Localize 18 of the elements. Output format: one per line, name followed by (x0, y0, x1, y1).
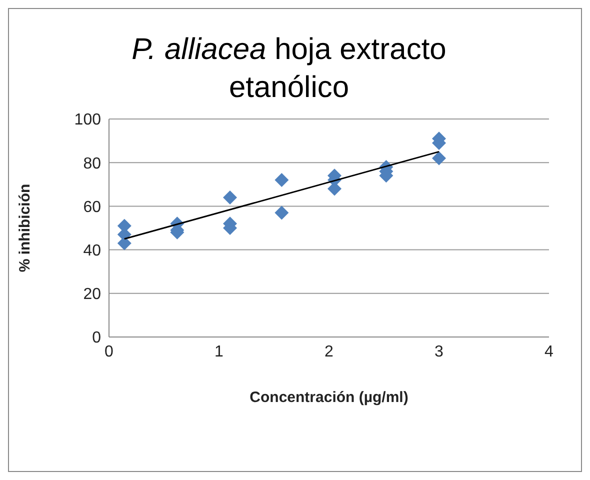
y-axis-title: % inhibición (16, 184, 34, 272)
x-axis-title: Concentración (µg/ml) (250, 389, 408, 406)
y-tick-label: 80 (83, 155, 102, 172)
x-tick-label: 1 (214, 343, 224, 360)
y-tick-label: 60 (83, 198, 102, 216)
x-tick-label: 3 (434, 343, 444, 360)
x-tick-label: 4 (544, 343, 554, 360)
chart-title: P. alliacea hoja extracto etanólico (132, 33, 446, 104)
point (274, 206, 289, 220)
y-tick-label: 20 (83, 286, 102, 304)
x-tick-label: 0 (104, 343, 114, 360)
y-tick-label: 0 (92, 330, 102, 347)
point (223, 190, 237, 204)
point (274, 173, 289, 188)
x-tick-label: 2 (324, 343, 334, 360)
y-tick-label: 40 (83, 242, 102, 260)
y-tick-label: 100 (74, 112, 102, 129)
point (432, 151, 446, 166)
